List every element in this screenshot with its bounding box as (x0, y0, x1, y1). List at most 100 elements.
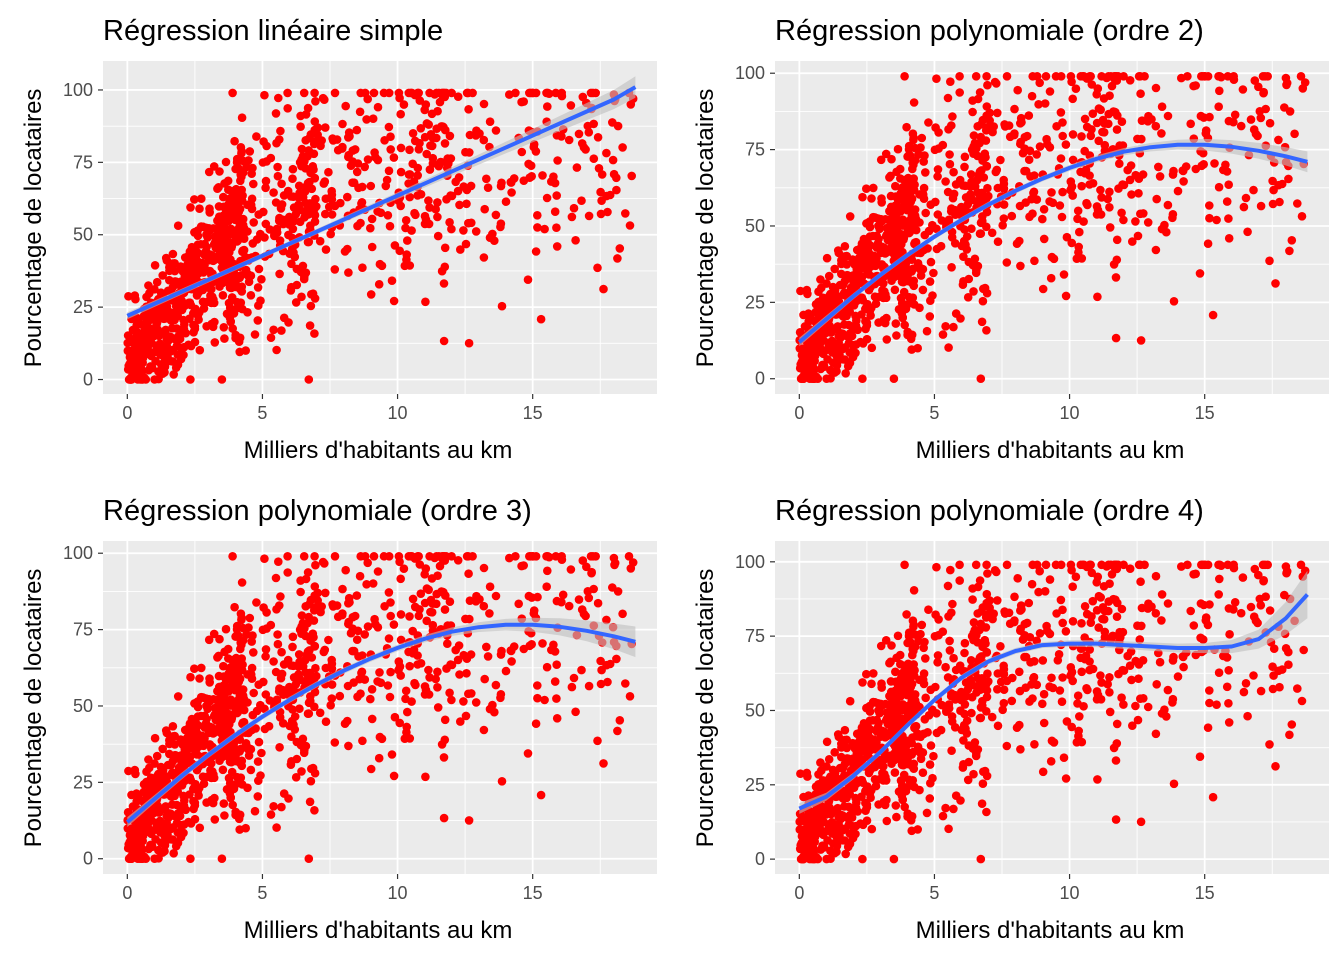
data-point (1080, 602, 1090, 611)
data-point (975, 677, 985, 687)
data-point (344, 268, 353, 277)
data-point (950, 723, 960, 732)
data-point (1058, 187, 1067, 197)
data-point (363, 622, 373, 631)
data-point (863, 245, 873, 255)
data-point (938, 330, 948, 339)
data-point (1055, 201, 1065, 210)
data-point (972, 175, 982, 185)
data-point (220, 719, 230, 728)
data-point (841, 369, 850, 378)
data-point (269, 325, 278, 335)
data-point (901, 742, 911, 751)
data-point (1007, 211, 1017, 221)
data-point (964, 741, 974, 750)
data-point (180, 299, 190, 309)
data-point (228, 800, 237, 810)
data-point (949, 653, 958, 663)
data-point (987, 228, 997, 238)
data-point (839, 330, 848, 340)
data-point (1072, 738, 1082, 747)
data-point (517, 97, 526, 107)
data-point (1265, 256, 1274, 266)
data-point (179, 804, 189, 814)
data-point (868, 212, 878, 222)
data-point (366, 764, 376, 774)
data-point (908, 747, 918, 757)
data-point (191, 253, 201, 262)
data-point (179, 828, 188, 838)
data-point (591, 88, 600, 98)
data-point (864, 270, 874, 279)
data-point (310, 552, 319, 561)
data-point (335, 691, 345, 701)
data-point (970, 145, 979, 154)
data-point (496, 693, 505, 703)
x-axis-title: Milliers d'habitants au km (916, 917, 1185, 944)
data-point (955, 72, 964, 81)
data-point (837, 269, 846, 279)
data-point (292, 264, 302, 274)
data-points (795, 72, 1310, 384)
data-point (826, 854, 835, 863)
data-point (919, 157, 928, 166)
data-point (179, 342, 189, 352)
data-point (1265, 606, 1275, 615)
data-point (931, 197, 940, 207)
data-point (851, 324, 861, 334)
data-point (892, 750, 901, 760)
data-point (916, 629, 925, 639)
data-point (235, 221, 245, 230)
data-point (1157, 616, 1166, 625)
data-point (897, 277, 907, 287)
data-point (332, 135, 342, 144)
data-point (271, 667, 281, 677)
data-point (317, 602, 326, 611)
data-point (1138, 170, 1148, 179)
data-point (1163, 599, 1173, 608)
data-point (922, 326, 932, 336)
data-point (1189, 81, 1198, 91)
data-point (201, 250, 211, 259)
data-point (1214, 102, 1223, 111)
data-point (976, 229, 986, 238)
data-point (480, 204, 490, 214)
data-point (279, 313, 289, 323)
data-point (283, 88, 292, 98)
data-point (1151, 245, 1161, 255)
data-point (891, 801, 901, 810)
data-point (845, 212, 855, 221)
data-point (608, 118, 617, 127)
data-point (1134, 189, 1143, 198)
data-point (200, 711, 209, 721)
data-point (453, 92, 463, 101)
data-point (467, 218, 476, 228)
data-point (544, 552, 554, 562)
data-point (877, 260, 887, 269)
data-point (1096, 671, 1105, 680)
data-point (440, 556, 450, 565)
data-point (252, 598, 261, 607)
data-point (1168, 698, 1177, 707)
data-point (832, 839, 841, 848)
data-point (415, 560, 425, 569)
data-point (862, 334, 872, 344)
data-point (1143, 218, 1153, 227)
data-point (384, 166, 394, 176)
data-point (509, 642, 519, 651)
data-point (209, 298, 219, 308)
data-point (1249, 185, 1258, 195)
data-point (998, 705, 1007, 715)
data-point (805, 313, 815, 322)
data-point (893, 144, 903, 154)
data-point (501, 666, 511, 676)
data-point (950, 239, 960, 248)
data-point (909, 586, 919, 595)
data-point (1117, 117, 1127, 126)
data-point (523, 275, 533, 284)
data-point (1199, 160, 1208, 169)
data-point (386, 145, 396, 154)
data-point (384, 122, 394, 132)
data-point (1035, 629, 1045, 638)
data-point (422, 584, 432, 593)
